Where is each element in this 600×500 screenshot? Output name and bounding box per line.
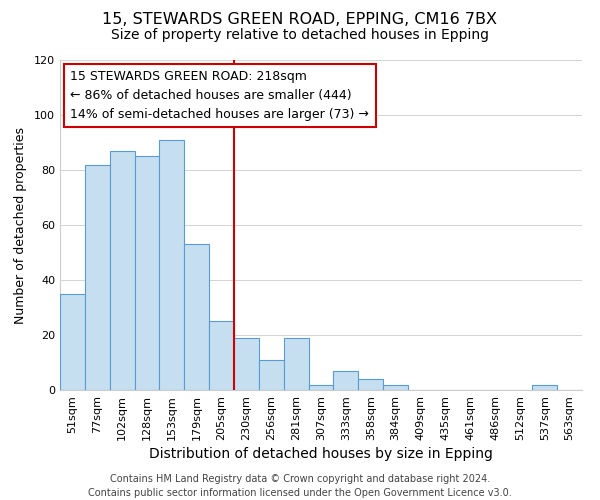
X-axis label: Distribution of detached houses by size in Epping: Distribution of detached houses by size …	[149, 447, 493, 461]
Bar	[85, 164, 110, 390]
Bar	[284, 338, 308, 390]
Y-axis label: Number of detached properties: Number of detached properties	[14, 126, 27, 324]
Bar	[383, 384, 408, 390]
Bar	[234, 338, 259, 390]
Bar	[134, 156, 160, 390]
Text: Contains HM Land Registry data © Crown copyright and database right 2024.
Contai: Contains HM Land Registry data © Crown c…	[88, 474, 512, 498]
Bar	[160, 140, 184, 390]
Text: Size of property relative to detached houses in Epping: Size of property relative to detached ho…	[111, 28, 489, 42]
Bar	[184, 244, 209, 390]
Bar	[358, 379, 383, 390]
Bar	[334, 371, 358, 390]
Bar	[532, 384, 557, 390]
Bar	[308, 384, 334, 390]
Bar	[209, 322, 234, 390]
Text: 15 STEWARDS GREEN ROAD: 218sqm
← 86% of detached houses are smaller (444)
14% of: 15 STEWARDS GREEN ROAD: 218sqm ← 86% of …	[70, 70, 370, 121]
Text: 15, STEWARDS GREEN ROAD, EPPING, CM16 7BX: 15, STEWARDS GREEN ROAD, EPPING, CM16 7B…	[103, 12, 497, 28]
Bar	[110, 151, 134, 390]
Bar	[60, 294, 85, 390]
Bar	[259, 360, 284, 390]
